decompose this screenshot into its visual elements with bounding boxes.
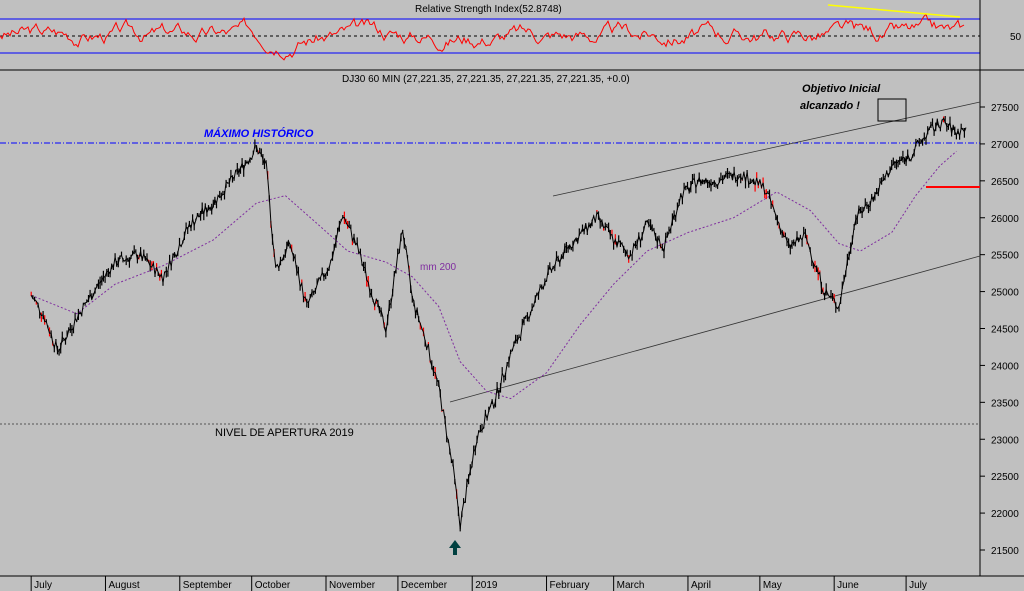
x-tick-label: August — [108, 580, 139, 591]
y-tick-label: 24500 — [991, 325, 1019, 336]
price-panel: DJ30 60 MIN (27,221.35, 27,221.35, 27,22… — [0, 70, 1019, 576]
y-tick-label: 25500 — [991, 251, 1019, 262]
y-tick-label: 24000 — [991, 361, 1019, 372]
y-tick-label: 25000 — [991, 288, 1019, 299]
open-2019-label: NIVEL DE APERTURA 2019 — [215, 427, 354, 439]
y-tick-label: 22500 — [991, 472, 1019, 483]
price-line — [30, 117, 967, 530]
price-y-axis: 21500 22000 22500 23000 23500 24000 24500 25000… — [980, 103, 1019, 557]
objective-box — [877, 98, 907, 122]
rsi-title: Relative Strength Index(52.8748) — [415, 4, 562, 15]
x-axis: July August September October November Decemb… — [30, 576, 927, 591]
rsi-plot-area — [0, 0, 980, 68]
y-tick-label: 21500 — [991, 546, 1019, 557]
y-tick-label: 27000 — [991, 140, 1019, 151]
x-tick-label: 2019 — [475, 580, 498, 591]
x-tick-label: September — [183, 580, 233, 591]
y-tick-label: 26500 — [991, 177, 1019, 188]
x-tick-label: May — [763, 580, 782, 591]
ma200-line — [31, 150, 957, 400]
x-tick-label: February — [550, 580, 590, 591]
x-tick-label: December — [401, 580, 448, 591]
price-header: DJ30 60 MIN (27,221.35, 27,221.35, 27,22… — [342, 74, 630, 85]
y-tick-label: 27500 — [991, 103, 1019, 114]
x-tick-label: July — [909, 580, 927, 591]
y-tick-label: 23500 — [991, 398, 1019, 409]
channel-lower-line — [449, 255, 981, 403]
rsi-panel: Relative Strength Index(52.8748) 50 — [0, 0, 1022, 70]
rsi-divergence-line — [827, 4, 961, 18]
max-historic-label: MÁXIMO HISTÓRICO — [204, 127, 314, 140]
x-tick-label: November — [329, 580, 376, 591]
x-tick-label: April — [691, 580, 711, 591]
objective-label-line2: alcanzado ! — [800, 100, 860, 112]
y-tick-label: 26000 — [991, 214, 1019, 225]
rsi-line — [0, 13, 965, 61]
x-tick-label: March — [617, 580, 645, 591]
y-tick-label: 22000 — [991, 509, 1019, 520]
objective-label-line1: Objetivo Inicial — [802, 83, 881, 95]
x-tick-label: October — [255, 580, 291, 591]
y-tick-label: 23000 — [991, 435, 1019, 446]
up-arrow-icon — [449, 540, 461, 555]
channel-upper-line — [552, 101, 981, 197]
x-tick-label: July — [34, 580, 52, 591]
price-candles — [30, 116, 966, 532]
ma200-label: mm 200 — [420, 262, 457, 273]
rsi-axis-label-50: 50 — [1010, 32, 1022, 43]
x-tick-label: June — [837, 580, 859, 591]
